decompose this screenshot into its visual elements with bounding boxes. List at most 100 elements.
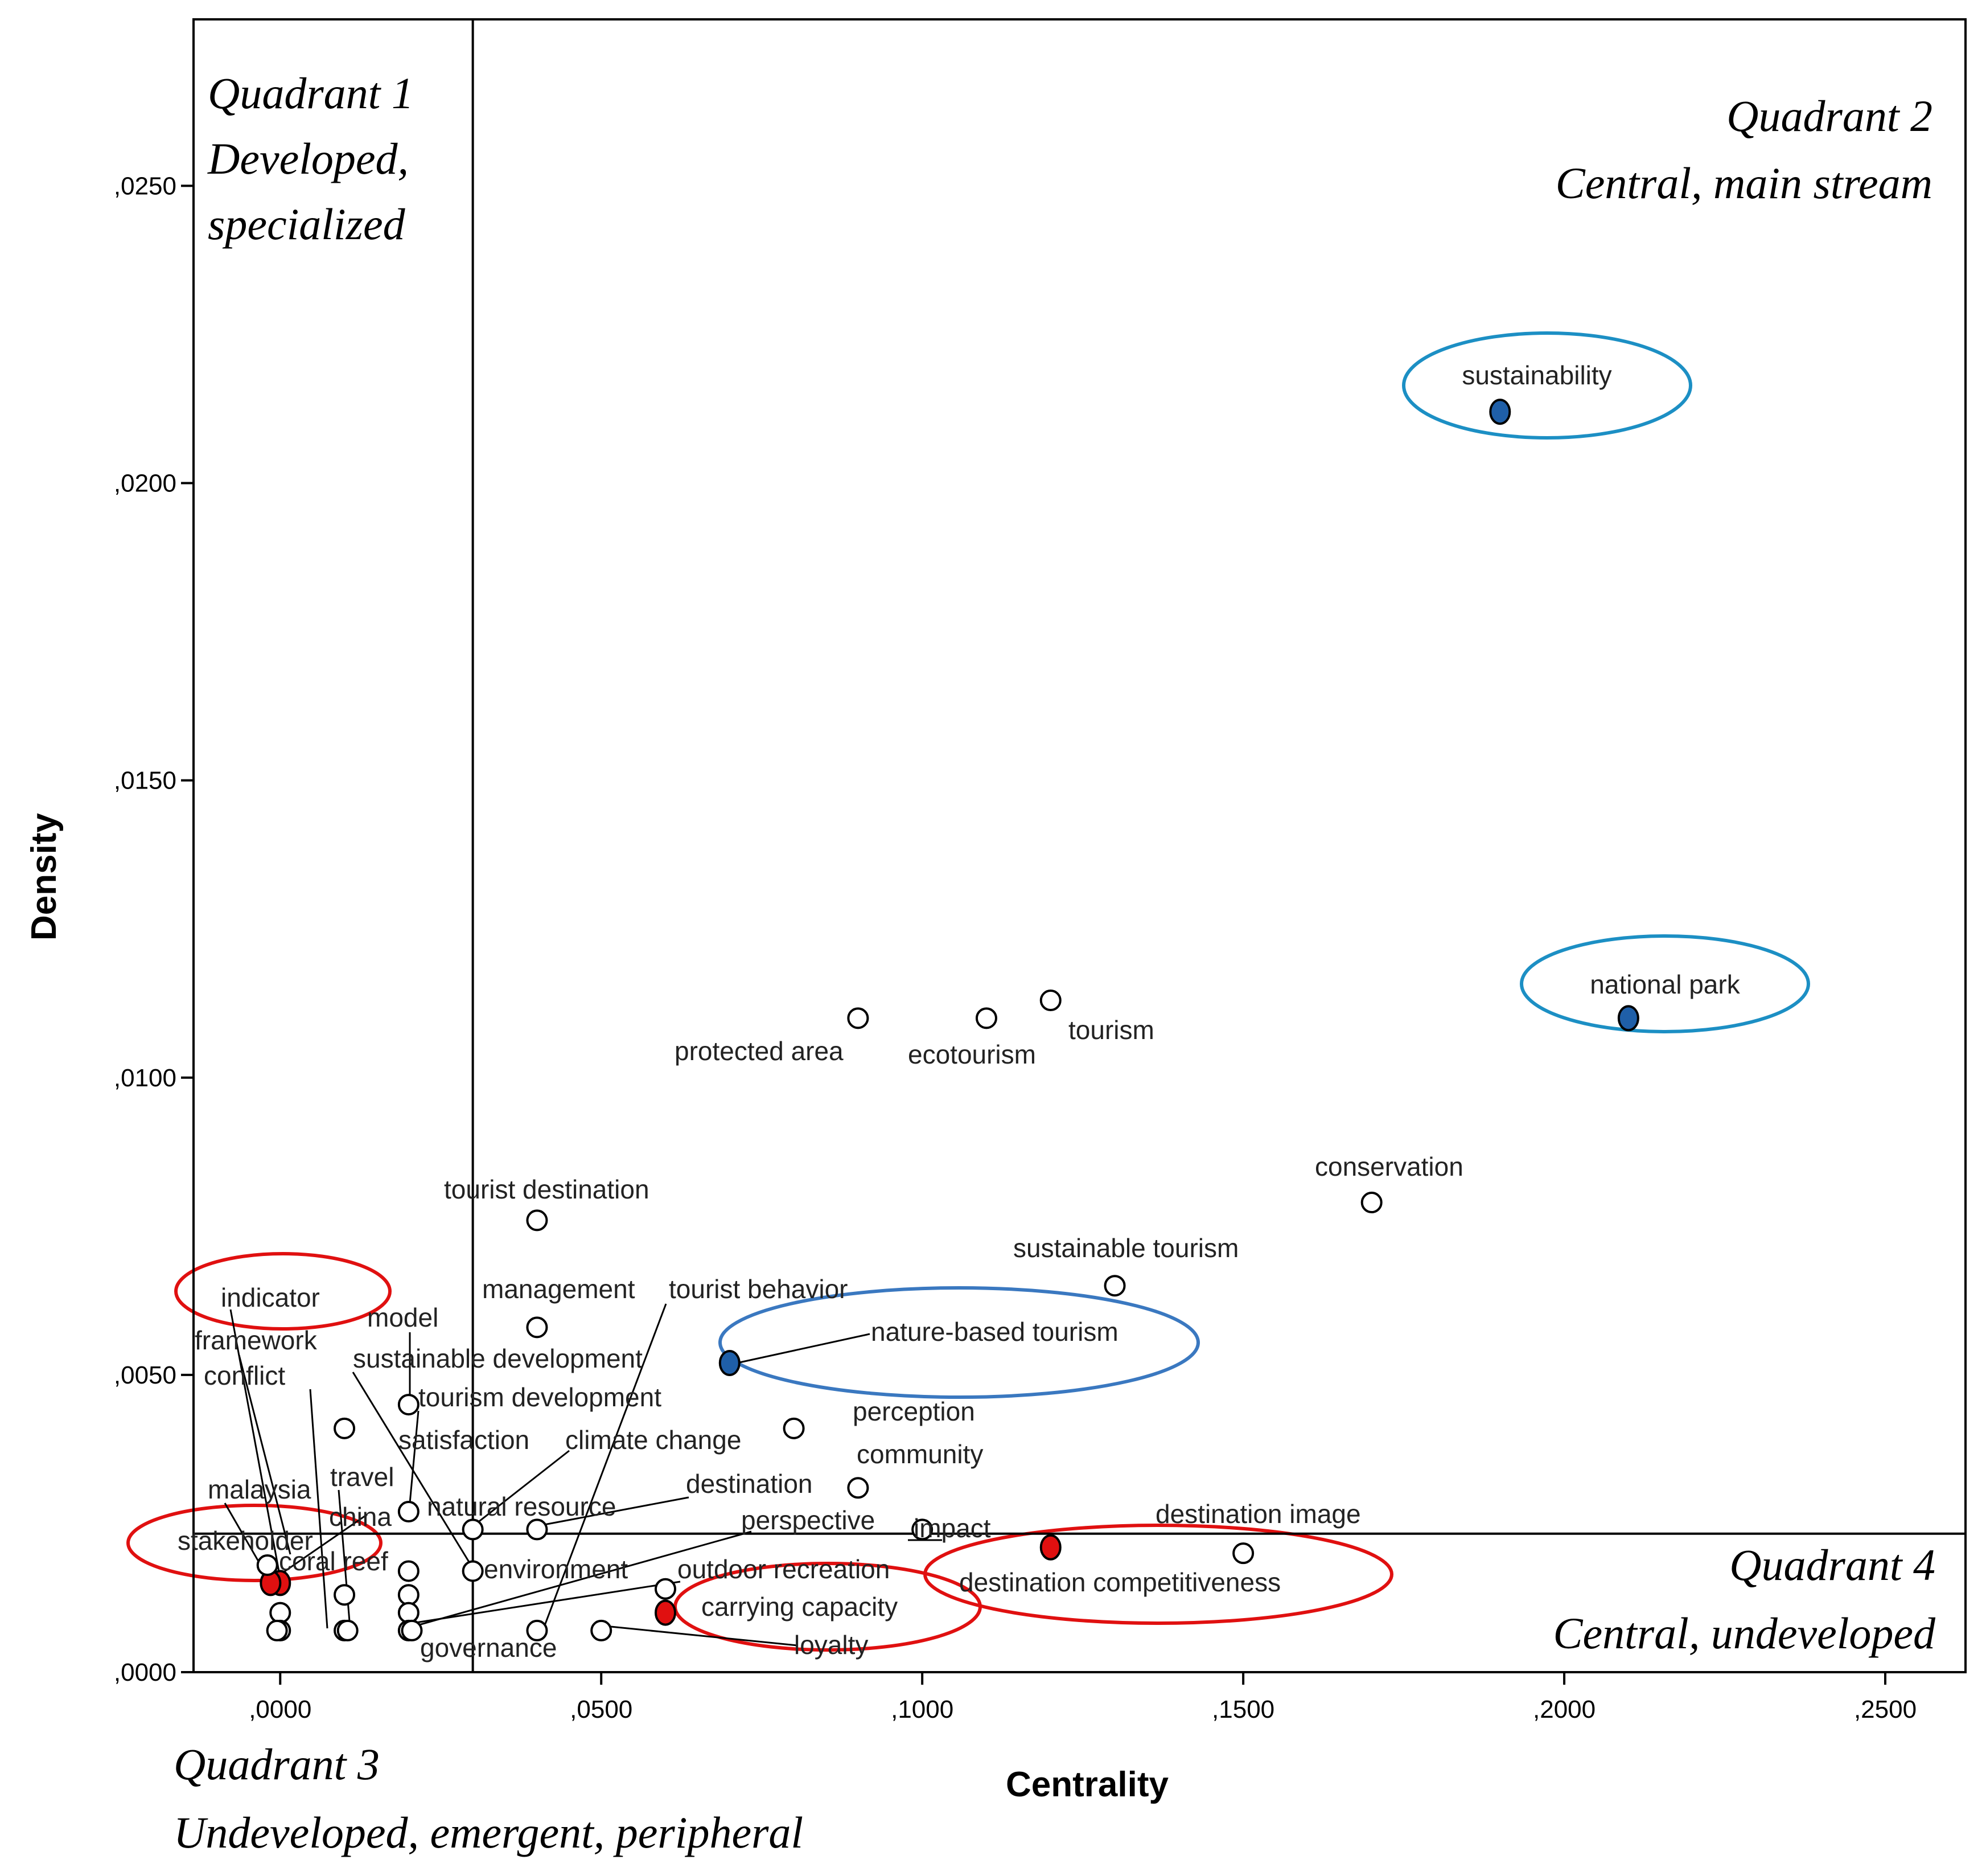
data-point-framework	[334, 1417, 356, 1439]
point-label-coral-reef: coral reef	[279, 1546, 388, 1576]
data-point-impact	[911, 1518, 934, 1541]
leader-line	[415, 1581, 681, 1624]
point-label-model: model	[367, 1303, 438, 1332]
data-point-destination-image	[1232, 1542, 1255, 1565]
point-label-protected-area: protected area	[675, 1036, 844, 1066]
svg-text:Quadrant 3: Quadrant 3	[174, 1739, 380, 1789]
leader-line	[409, 1410, 420, 1504]
quadrant-4-caption: Quadrant 4 Central, undeveloped	[1553, 1540, 1936, 1658]
y-tick-label: ,0150	[114, 767, 176, 795]
highlight-ellipses	[126, 331, 1810, 1652]
data-point	[336, 1619, 359, 1641]
leader-line	[537, 1496, 689, 1527]
leader-line	[542, 1303, 667, 1629]
quadrant-3-caption: Quadrant 3 Undeveloped, emergent, periph…	[174, 1739, 803, 1857]
point-label-conservation: conservation	[1315, 1152, 1463, 1181]
point-labels: sustainability national park protected are…	[178, 360, 1741, 1662]
point-label-tourism: tourism	[1068, 1015, 1154, 1045]
leader-line	[229, 1309, 280, 1572]
x-axis-title: Centrality	[1006, 1765, 1169, 1804]
point-label-tourist-behavior: tourist behavior	[669, 1274, 848, 1304]
data-point-destination-competitiveness	[1039, 1534, 1062, 1561]
highlight-ellipse	[126, 1504, 383, 1582]
point-label-natural-resource: natural resource	[427, 1492, 616, 1521]
svg-text:specialized: specialized	[208, 199, 406, 249]
point-label-environment: environment	[484, 1554, 628, 1584]
data-point-nature-based-tourism	[718, 1349, 741, 1376]
point-label-framework: framework	[195, 1325, 318, 1355]
data-point-ecotourism	[975, 1007, 997, 1029]
leader-line	[610, 1625, 797, 1647]
point-label-conflict: conflict	[204, 1361, 285, 1390]
point-label-tourism-development: tourism development	[418, 1382, 661, 1412]
point-label-loyalty: loyalty	[794, 1630, 868, 1660]
quadrant-1-caption: Quadrant 1 Developed, specialized	[207, 68, 414, 249]
data-point	[256, 1554, 278, 1577]
svg-text:Developed,: Developed,	[207, 134, 409, 183]
data-point	[397, 1584, 420, 1606]
data-point	[401, 1619, 423, 1641]
point-label-nature-based-tourism: nature-based tourism	[871, 1317, 1119, 1347]
data-point-protected-area	[847, 1007, 869, 1029]
y-axis: ,0000 ,0050 ,0100 ,0150 ,0200 ,0250	[114, 172, 194, 1686]
data-point-outdoor-recreation	[655, 1578, 677, 1600]
data-point-model	[397, 1394, 420, 1416]
plot-area-frame	[192, 18, 1967, 1673]
point-label-stakeholder: stakeholder	[178, 1526, 313, 1555]
svg-text:Quadrant 1: Quadrant 1	[208, 68, 414, 118]
highlight-ellipse	[923, 1524, 1393, 1625]
point-label-satisfaction: satisfaction	[398, 1425, 529, 1455]
highlight-ellipse	[1520, 934, 1810, 1033]
point-label-destination: destination	[686, 1469, 813, 1499]
leader-line	[309, 1389, 328, 1629]
point-label-travel: travel	[330, 1462, 394, 1492]
point-label-china: china	[329, 1502, 392, 1532]
x-tick-label: ,2500	[1854, 1696, 1917, 1723]
point-label-tourist-destination: tourist destination	[444, 1175, 649, 1204]
data-point-natural-resource	[462, 1518, 484, 1541]
leader-line	[476, 1450, 570, 1524]
svg-text:Central, main stream: Central, main stream	[1556, 158, 1932, 208]
data-point-carrying-capacity	[655, 1599, 677, 1626]
data-point-loyalty	[590, 1619, 612, 1641]
y-tick-label: ,0100	[114, 1064, 176, 1092]
data-point-conservation	[1360, 1192, 1383, 1214]
point-label-destination-competitiveness: destination competitiveness	[959, 1567, 1281, 1597]
point-label-destination-image: destination image	[1156, 1499, 1361, 1529]
point-label-sustainability: sustainability	[1462, 360, 1611, 390]
data-point-environment	[462, 1560, 484, 1582]
leader-line	[734, 1333, 870, 1365]
y-axis-title: Density	[24, 813, 64, 941]
point-label-national-park: national park	[1590, 970, 1740, 999]
svg-text:Undeveloped, emergent, periphe: Undeveloped, emergent, peripheral	[174, 1808, 803, 1857]
data-point-destination	[526, 1518, 548, 1541]
leader-line	[238, 1354, 291, 1555]
highlight-ellipse	[174, 1252, 392, 1331]
quadrant-2-caption: Quadrant 2 Central, main stream	[1556, 91, 1932, 208]
x-axis: ,0000 ,0500 ,1000 ,1500 ,2000 ,2500	[249, 1672, 1917, 1723]
point-label-impact: impact	[914, 1513, 991, 1543]
point-label-carrying-capacity: carrying capacity	[701, 1592, 898, 1622]
svg-text:Quadrant 2: Quadrant 2	[1726, 91, 1932, 141]
data-point-tourist-destination	[526, 1209, 548, 1231]
point-label-sustainable-development: sustainable development	[353, 1344, 643, 1373]
data-points	[256, 399, 1639, 1641]
x-tick-label: ,0000	[249, 1696, 311, 1723]
highlight-ellipse	[1402, 331, 1692, 440]
y-tick-label: ,0000	[114, 1659, 176, 1686]
y-tick-label: ,0250	[114, 172, 176, 200]
x-tick-label: ,2000	[1533, 1696, 1596, 1723]
y-tick-label: ,0050	[114, 1361, 176, 1389]
data-point	[397, 1602, 420, 1624]
data-point	[334, 1584, 356, 1606]
svg-text:Central, undeveloped: Central, undeveloped	[1553, 1608, 1936, 1658]
data-point-national-park	[1617, 1005, 1639, 1032]
data-point-travel	[397, 1501, 420, 1523]
data-point-perception	[783, 1417, 805, 1439]
svg-text:Quadrant 4: Quadrant 4	[1729, 1540, 1935, 1590]
point-label-perception: perception	[853, 1397, 975, 1426]
point-label-ecotourism: ecotourism	[908, 1040, 1036, 1069]
point-label-indicator: indicator	[221, 1283, 320, 1312]
y-tick-label: ,0200	[114, 470, 176, 498]
